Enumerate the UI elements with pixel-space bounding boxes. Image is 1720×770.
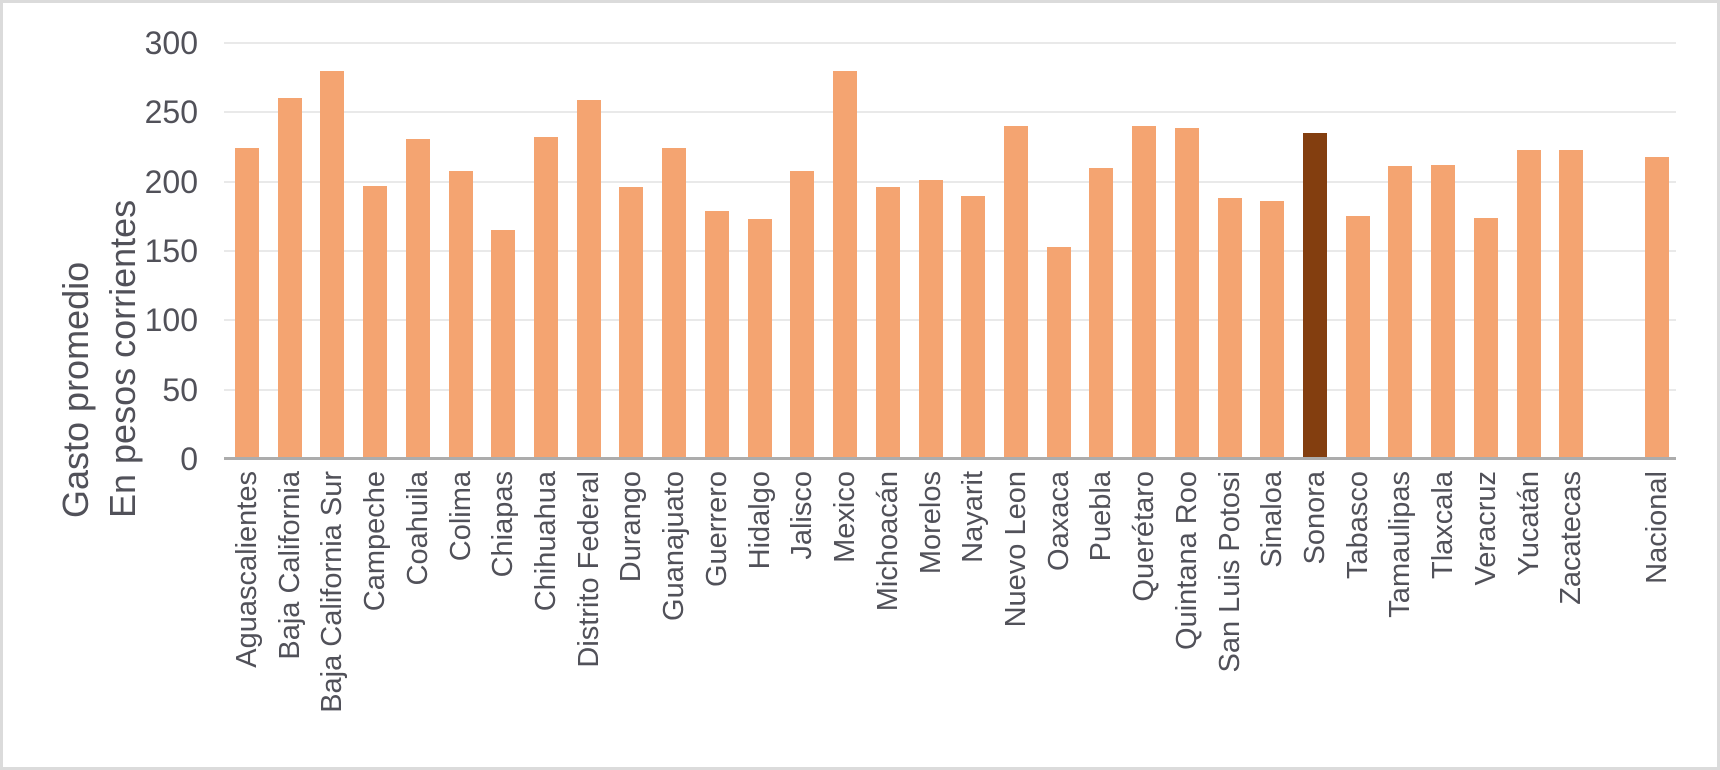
bar	[1132, 126, 1157, 459]
bar	[448, 170, 473, 459]
bar	[1174, 127, 1199, 459]
bar	[1644, 156, 1669, 459]
bar	[1003, 126, 1028, 459]
x-axis-label: Sinaloa	[1256, 471, 1289, 568]
x-axis-label: Yucatán	[1512, 471, 1545, 576]
y-tick-label: 0	[180, 441, 198, 477]
x-axis-label: Nayarit	[957, 471, 990, 563]
x-axis-label: Jalisco	[786, 471, 819, 560]
bar	[875, 187, 900, 459]
x-axis-label: Distrito Federal	[572, 471, 605, 668]
bar	[1388, 166, 1413, 459]
bar	[662, 148, 687, 459]
x-axis-label: Baja California	[273, 471, 306, 660]
bar	[1046, 246, 1071, 459]
y-gridline	[224, 111, 1676, 114]
y-tick-label: 100	[144, 302, 198, 339]
x-axis-label: Guerrero	[700, 471, 733, 588]
x-axis-label: Baja California Sur	[316, 471, 349, 713]
x-axis-label: Quintana Roo	[1170, 471, 1203, 650]
x-axis-label: Zacatecas	[1555, 471, 1588, 605]
y-gridline	[224, 319, 1676, 322]
x-axis-label: Sonora	[1299, 471, 1331, 565]
x-axis-label: Tamaulipas	[1384, 471, 1417, 618]
bar	[619, 187, 644, 459]
x-axis-label: Nacional	[1640, 471, 1673, 584]
x-axis-label: Tlaxcala	[1427, 471, 1460, 579]
bar	[534, 137, 559, 459]
x-axis-label: Mexico	[829, 471, 862, 563]
x-axis-label: San Luis Potosi	[1213, 471, 1246, 673]
bar	[1217, 198, 1242, 459]
x-axis-label: Chiapas	[487, 471, 520, 578]
bar	[235, 148, 259, 459]
bar	[833, 70, 858, 459]
x-axis-label: Tabasco	[1341, 471, 1374, 580]
bar	[1516, 149, 1541, 459]
bar-highlighted	[1303, 133, 1327, 459]
bar	[576, 99, 601, 459]
bar	[918, 180, 943, 459]
x-axis-label: Michoacán	[871, 471, 904, 612]
bar	[1559, 149, 1584, 459]
x-axis-line	[224, 457, 1676, 460]
x-axis-label: Coahuila	[401, 471, 434, 586]
y-tick-label: 300	[144, 25, 198, 61]
y-gridline	[224, 250, 1676, 252]
y-gridline	[224, 388, 1676, 391]
bar	[405, 138, 430, 459]
x-axis-label: Oaxaca	[1042, 471, 1075, 571]
bar	[1260, 201, 1285, 459]
bar	[790, 170, 815, 459]
bar	[1345, 216, 1370, 459]
y-gridline	[224, 180, 1676, 183]
bar	[320, 70, 345, 459]
x-axis-label: Colima	[444, 471, 477, 562]
bar	[277, 98, 302, 459]
x-axis-label: Hidalgo	[743, 471, 776, 570]
y-tick-label: 250	[144, 94, 198, 131]
bar	[1431, 165, 1456, 459]
x-axis-label: Veracruz	[1469, 471, 1502, 586]
x-axis-label: Aguascalientes	[231, 471, 263, 668]
bar	[1473, 217, 1498, 459]
x-axis-label: Puebla	[1085, 471, 1118, 562]
x-axis-label: Morelos	[914, 471, 947, 575]
bar	[1089, 167, 1114, 459]
bar	[704, 210, 729, 459]
y-gridline	[224, 42, 1676, 44]
bar	[363, 185, 388, 459]
y-tick-label: 200	[144, 163, 198, 200]
x-axis-label: Durango	[615, 471, 648, 583]
x-axis-label: Querétaro	[1128, 471, 1161, 602]
x-axis-label: Guanajuato	[658, 471, 691, 621]
bar	[747, 219, 772, 459]
x-axis-label: Nuevo Leon	[999, 471, 1032, 628]
y-tick-label: 150	[144, 233, 198, 269]
bar	[961, 195, 986, 459]
x-axis-label: Chihuahua	[530, 471, 563, 612]
y-tick-label: 50	[162, 371, 198, 408]
x-axis-label: Campeche	[359, 471, 392, 612]
bar	[491, 230, 516, 459]
